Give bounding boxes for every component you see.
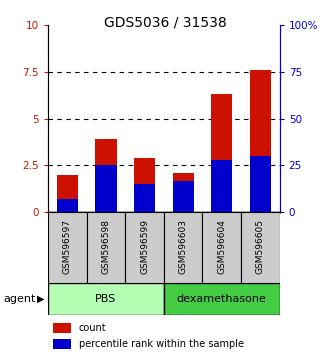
Text: GSM596604: GSM596604 xyxy=(217,219,226,274)
Bar xyxy=(87,212,125,283)
Text: GSM596605: GSM596605 xyxy=(256,219,265,274)
Text: GSM596597: GSM596597 xyxy=(63,219,72,274)
Text: agent: agent xyxy=(3,294,36,304)
Text: GSM596598: GSM596598 xyxy=(101,219,111,274)
Bar xyxy=(250,156,271,212)
Text: PBS: PBS xyxy=(95,294,117,304)
Bar xyxy=(57,199,78,212)
Bar xyxy=(241,212,280,283)
Bar xyxy=(164,283,280,315)
Text: percentile rank within the sample: percentile rank within the sample xyxy=(79,339,244,349)
Bar xyxy=(48,283,164,315)
Bar xyxy=(95,165,117,212)
Text: count: count xyxy=(79,323,106,333)
Bar xyxy=(95,139,117,212)
Bar xyxy=(250,70,271,212)
Bar xyxy=(48,212,87,283)
Bar xyxy=(164,212,203,283)
Text: GDS5036 / 31538: GDS5036 / 31538 xyxy=(104,16,227,30)
Bar xyxy=(172,181,194,212)
Bar xyxy=(203,212,241,283)
Bar xyxy=(125,212,164,283)
Text: GSM596603: GSM596603 xyxy=(179,219,188,274)
Bar xyxy=(53,339,71,349)
Bar xyxy=(134,184,155,212)
Bar xyxy=(134,158,155,212)
Bar xyxy=(53,323,71,333)
Bar xyxy=(211,160,232,212)
Text: ▶: ▶ xyxy=(37,294,45,304)
Text: dexamethasone: dexamethasone xyxy=(177,294,267,304)
Bar xyxy=(172,173,194,212)
Bar xyxy=(57,175,78,212)
Text: GSM596599: GSM596599 xyxy=(140,219,149,274)
Bar xyxy=(211,94,232,212)
